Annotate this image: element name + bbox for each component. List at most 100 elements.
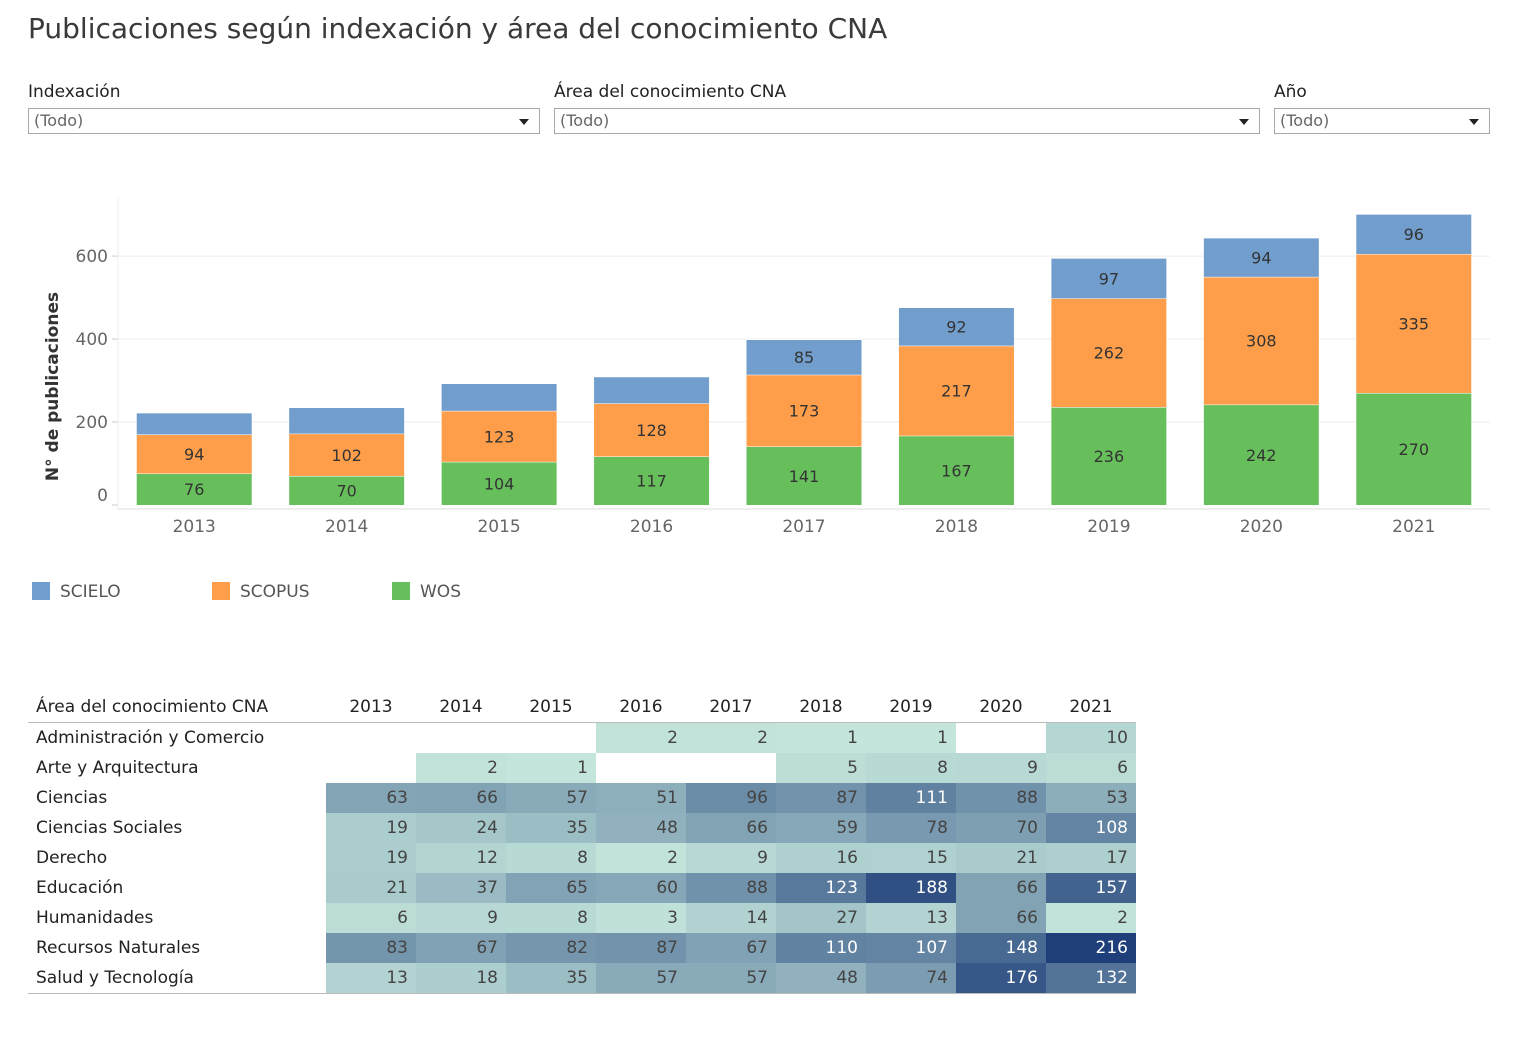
x-tick-label: 2017 — [782, 517, 825, 537]
filter-anio-dropdown[interactable]: (Todo) — [1274, 108, 1490, 134]
heatmap-cell: 5 — [776, 753, 866, 783]
bar-scielo — [594, 376, 710, 404]
filter-area-dropdown[interactable]: (Todo) — [554, 108, 1260, 134]
heatmap-cell: 83 — [326, 933, 416, 963]
heatmap-cell: 63 — [326, 783, 416, 813]
heatmap-cell: 107 — [866, 933, 956, 963]
bar-scopus — [746, 374, 862, 447]
data-label: 92 — [946, 318, 966, 337]
bar-wos — [289, 475, 405, 505]
heatmap-cell: 57 — [686, 963, 776, 994]
data-label: 141 — [789, 467, 820, 486]
filter-indexacion-value: (Todo) — [34, 111, 84, 130]
heatmap-cell: 51 — [596, 783, 686, 813]
heatmap-cell: 66 — [956, 873, 1046, 903]
heatmap-cell: 2 — [596, 722, 686, 753]
bar-scielo — [1051, 258, 1167, 299]
heatmap-cell: 2 — [686, 722, 776, 753]
heatmap-cell: 19 — [326, 843, 416, 873]
bar-scielo — [136, 412, 252, 435]
heatmap-header-row: Área del conocimiento CNA 2013 2014 2015 20… — [28, 692, 1136, 723]
data-label: 236 — [1094, 447, 1125, 466]
heatmap-cell: 57 — [596, 963, 686, 994]
filter-anio-label: Año — [1274, 82, 1307, 102]
stacked-bar-chart: 0 200 400 600 N° de publicaciones 76 94 2013 70 1… — [43, 198, 1490, 537]
x-tick-label: 2019 — [1087, 517, 1130, 537]
data-label: 308 — [1246, 332, 1277, 351]
y-tick-label: 600 — [76, 247, 108, 267]
heatmap-cell: 87 — [596, 933, 686, 963]
bar-scopus — [1051, 298, 1167, 408]
filter-indexacion-dropdown[interactable]: (Todo) — [28, 108, 540, 134]
heatmap-table: Área del conocimiento CNA 2013 2014 2015 20… — [28, 692, 1136, 994]
y-tick-label: 200 — [76, 413, 108, 433]
heatmap-year-header: 2014 — [439, 697, 483, 717]
heatmap-cell: 82 — [506, 933, 596, 963]
heatmap-cell — [956, 722, 1046, 753]
heatmap-area-label: Humanidades — [36, 908, 154, 928]
heatmap-cell: 3 — [596, 903, 686, 933]
data-label: 123 — [484, 427, 515, 446]
chevron-down-icon[interactable] — [519, 119, 529, 125]
data-label: 102 — [331, 446, 362, 465]
heatmap-cell: 65 — [506, 873, 596, 903]
heatmap-cell: 13 — [326, 963, 416, 994]
heatmap-cell: 24 — [416, 813, 506, 843]
data-label: 70 — [336, 481, 356, 500]
heatmap-cell: 9 — [416, 903, 506, 933]
data-label: 117 — [636, 472, 667, 491]
heatmap-cell: 9 — [956, 753, 1046, 783]
legend-item-wos[interactable]: WOS — [392, 582, 461, 602]
bar-scopus — [1356, 254, 1472, 393]
heatmap-cell: 19 — [326, 813, 416, 843]
y-tick-label: 0 — [97, 486, 108, 506]
heatmap-cell: 10 — [1046, 722, 1136, 753]
heatmap-cell: 48 — [776, 963, 866, 994]
heatmap-cell: 132 — [1046, 963, 1136, 994]
y-tick-label: 400 — [76, 330, 108, 350]
heatmap-area-label: Educación — [36, 878, 124, 898]
page-title: Publicaciones según indexación y área de… — [28, 12, 888, 45]
heatmap-cell — [326, 722, 416, 753]
table-row: Recursos Naturales 83 67 82 87 67 110 107 148 216 — [28, 933, 1136, 963]
heatmap-cell: 21 — [326, 873, 416, 903]
heatmap-area-label: Derecho — [36, 848, 108, 868]
heatmap-cell: 59 — [776, 813, 866, 843]
legend-label-wos: WOS — [420, 582, 461, 602]
chevron-down-icon[interactable] — [1469, 119, 1479, 125]
heatmap-cell: 108 — [1046, 813, 1136, 843]
data-label: 94 — [1251, 248, 1271, 267]
legend-swatch-scielo — [32, 582, 50, 600]
data-label: 76 — [184, 480, 204, 499]
legend-item-scopus[interactable]: SCOPUS — [212, 582, 310, 602]
x-tick-label: 2018 — [935, 517, 978, 537]
heatmap-cell: 2 — [416, 753, 506, 783]
heatmap-cell: 110 — [776, 933, 866, 963]
heatmap-cell: 37 — [416, 873, 506, 903]
heatmap-cell — [326, 753, 416, 783]
heatmap-cell: 13 — [866, 903, 956, 933]
bar-wos — [136, 473, 252, 505]
data-label: 173 — [789, 402, 820, 421]
heatmap-cell — [686, 753, 776, 783]
legend-swatch-wos — [392, 582, 410, 600]
data-label: 94 — [184, 445, 204, 464]
data-label: 96 — [1404, 225, 1424, 244]
data-label: 128 — [636, 421, 667, 440]
bar-scopus — [289, 433, 405, 476]
heatmap-cell: 2 — [1046, 903, 1136, 933]
heatmap-cell — [416, 722, 506, 753]
heatmap-cell: 74 — [866, 963, 956, 994]
heatmap-area-label: Administración y Comercio — [36, 728, 265, 748]
y-axis-title: N° de publicaciones — [43, 292, 63, 481]
data-label: 85 — [794, 348, 814, 367]
bar-scopus — [441, 410, 557, 462]
filter-anio: Año (Todo) — [1274, 82, 1490, 134]
table-row: Ciencias Sociales 19 24 35 48 66 59 78 70 108 — [28, 813, 1136, 843]
bar-wos — [746, 446, 862, 505]
heatmap-cell: 8 — [866, 753, 956, 783]
legend-item-scielo[interactable]: SCIELO — [32, 582, 121, 602]
heatmap-cell: 111 — [866, 783, 956, 813]
heatmap-cell — [506, 722, 596, 753]
chevron-down-icon[interactable] — [1239, 119, 1249, 125]
